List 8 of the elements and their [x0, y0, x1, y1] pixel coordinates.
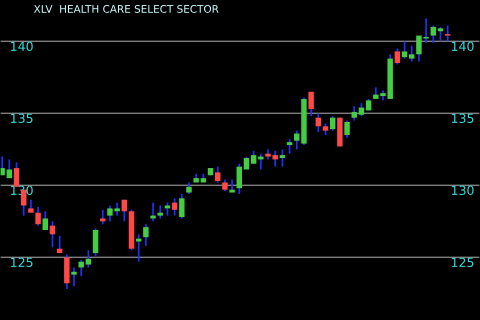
y-tick-label: 125 [11, 258, 32, 268]
y2-tick-label: 140 [452, 42, 474, 52]
chart-title: XLV HEALTH CARE SELECT SECTOR [34, 4, 219, 13]
y2-tick-label: 125 [452, 258, 474, 268]
y2-tick-label: 135 [452, 114, 474, 124]
y2-tick-label: 130 [452, 186, 474, 196]
y-tick-label: 135 [11, 114, 32, 124]
y-tick-label: 140 [11, 42, 33, 52]
